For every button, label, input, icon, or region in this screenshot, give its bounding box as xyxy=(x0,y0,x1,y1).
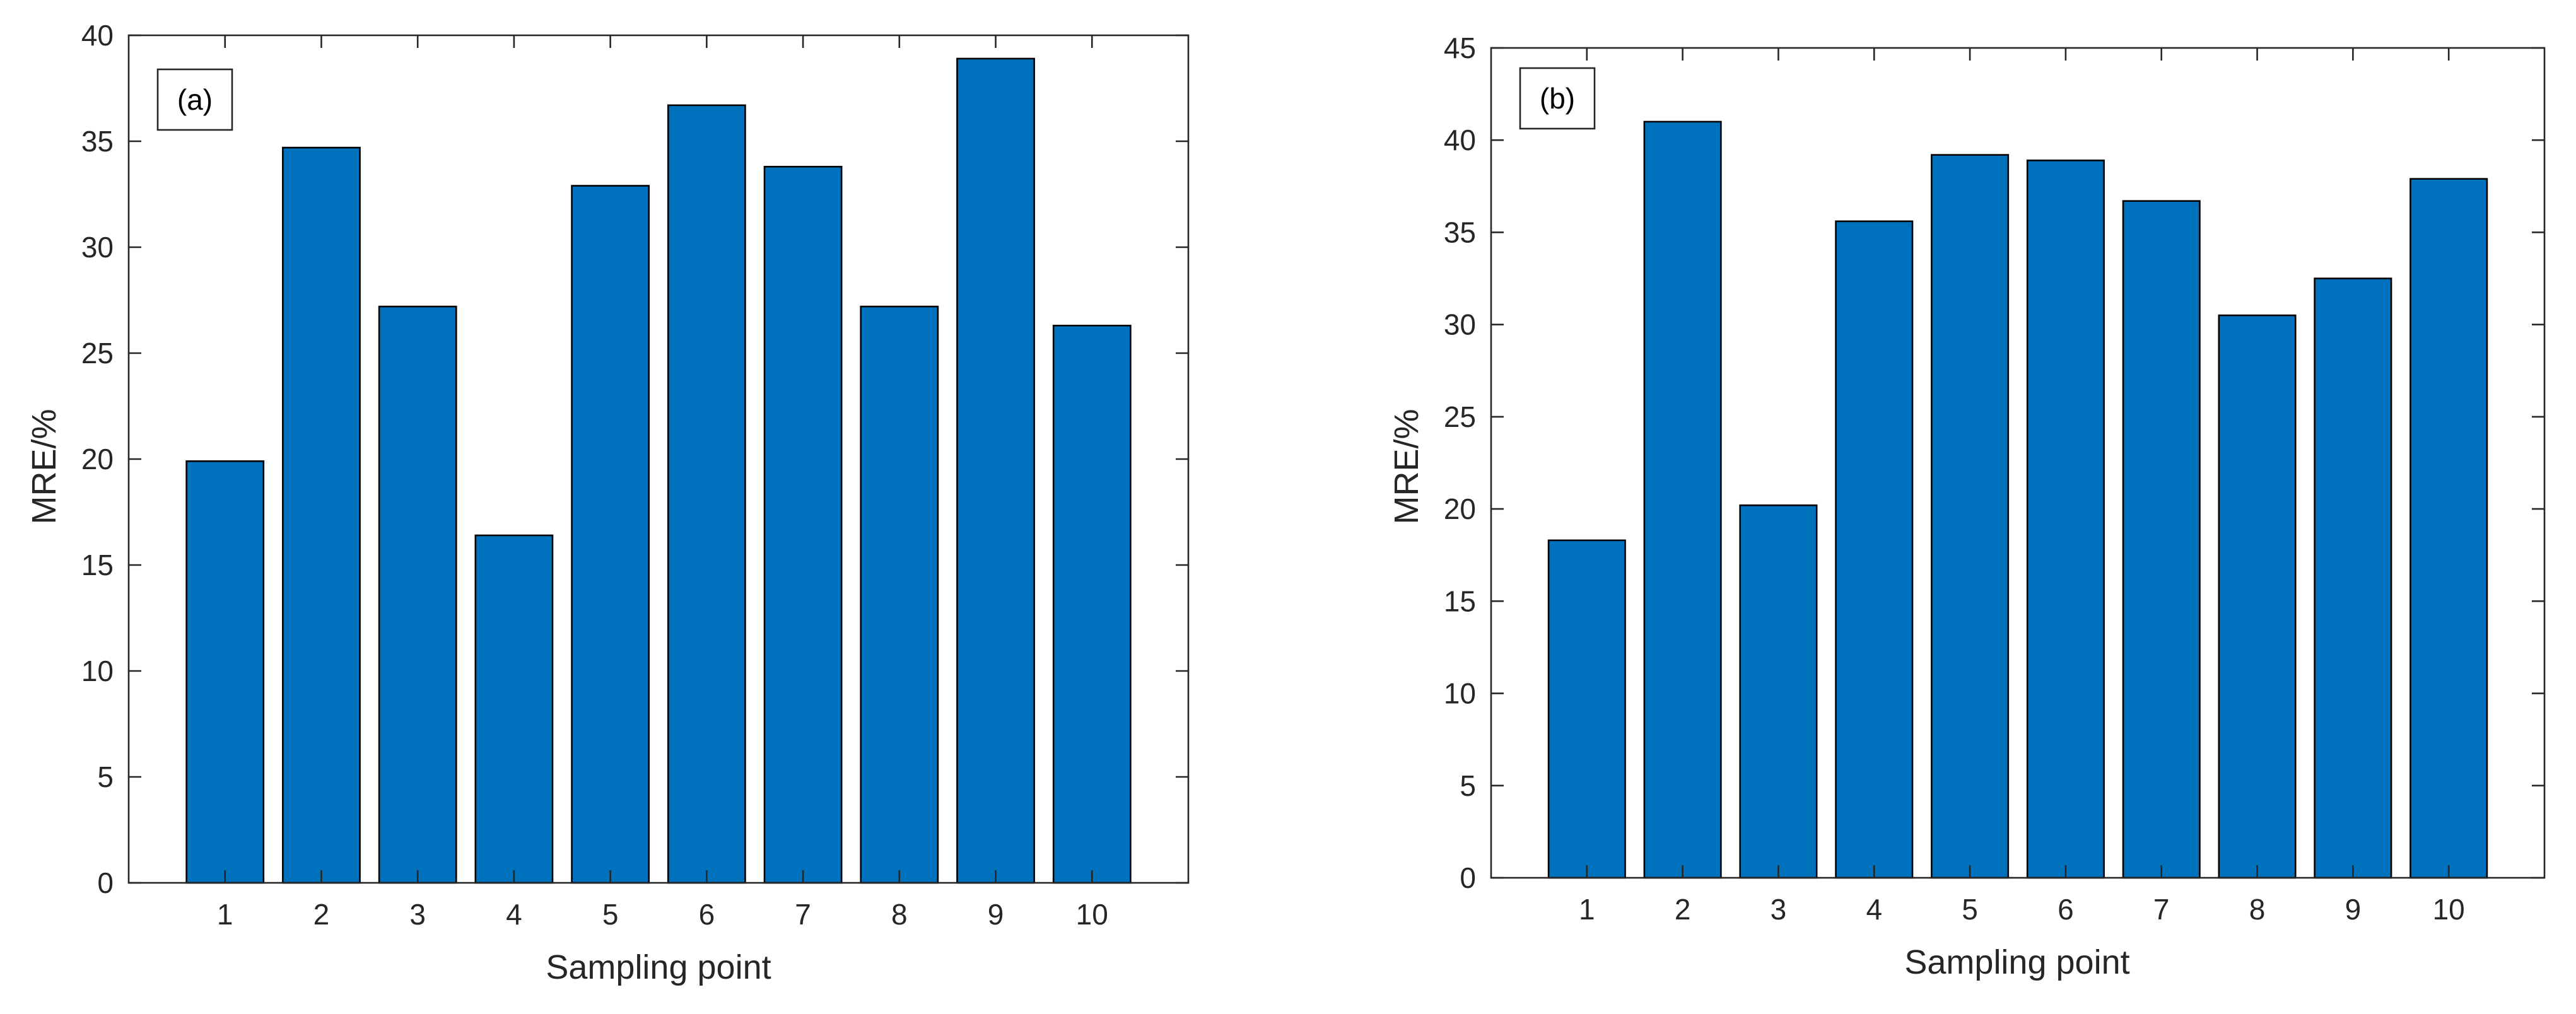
y-tick-label-a-30: 30 xyxy=(81,231,114,264)
bar-b-5 xyxy=(1931,154,2010,879)
bar-b-1 xyxy=(1547,539,1626,879)
y-tick-label-b-15: 15 xyxy=(1444,585,1476,617)
bar-b-6 xyxy=(2026,160,2105,879)
x-tick-label-a-9: 9 xyxy=(988,898,1004,931)
x-tick-label-b-10: 10 xyxy=(2433,893,2465,926)
panel-label-box-a xyxy=(156,68,233,131)
bar-a-10 xyxy=(1052,325,1132,884)
panel-label-box-b xyxy=(1519,67,1596,130)
bar-a-9 xyxy=(956,57,1035,884)
y-tick-label-a-20: 20 xyxy=(81,443,114,475)
bar-b-3 xyxy=(1739,504,1818,879)
y-tick-label-a-10: 10 xyxy=(81,655,114,687)
bar-b-9 xyxy=(2314,277,2392,879)
bar-a-2 xyxy=(282,146,361,884)
bar-a-8 xyxy=(860,305,939,884)
y-tick-label-b-10: 10 xyxy=(1444,677,1476,710)
x-tick-label-a-3: 3 xyxy=(409,898,426,931)
bar-b-7 xyxy=(2122,200,2201,879)
chart-panel-b: MRE/% Sampling point 0510152025303540451… xyxy=(1388,32,2546,981)
x-tick-label-b-4: 4 xyxy=(1866,893,1882,926)
x-tick-label-a-10: 10 xyxy=(1076,898,1108,931)
bar-a-5 xyxy=(571,185,650,884)
x-tick-label-b-3: 3 xyxy=(1771,893,1787,926)
y-tick-label-b-45: 45 xyxy=(1444,32,1476,64)
y-tick-label-a-5: 5 xyxy=(97,760,114,793)
bar-a-7 xyxy=(763,166,843,884)
y-axis-label-a: MRE/% xyxy=(25,409,63,524)
y-tick-label-b-0: 0 xyxy=(1460,861,1476,894)
x-tick-label-b-6: 6 xyxy=(2058,893,2074,926)
x-tick-label-b-5: 5 xyxy=(1962,893,1978,926)
bar-b-8 xyxy=(2218,314,2297,879)
x-axis-label-a: Sampling point xyxy=(546,948,771,986)
x-tick-label-a-8: 8 xyxy=(891,898,908,931)
y-tick-label-b-40: 40 xyxy=(1444,124,1476,156)
x-tick-label-a-2: 2 xyxy=(313,898,330,931)
bar-a-4 xyxy=(474,534,554,884)
y-tick-label-b-5: 5 xyxy=(1460,769,1476,802)
panel-label-a: (a) xyxy=(177,83,213,116)
y-tick-label-a-35: 35 xyxy=(81,125,114,158)
x-tick-label-a-6: 6 xyxy=(699,898,715,931)
x-axis-label-b: Sampling point xyxy=(1904,943,2129,981)
y-tick-label-b-20: 20 xyxy=(1444,492,1476,525)
panel-label-b: (b) xyxy=(1540,82,1575,115)
x-tick-label-b-8: 8 xyxy=(2249,893,2266,926)
x-tick-label-b-9: 9 xyxy=(2345,893,2362,926)
bar-a-6 xyxy=(667,104,746,884)
y-tick-label-b-35: 35 xyxy=(1444,216,1476,248)
bar-a-1 xyxy=(185,460,265,884)
x-tick-label-a-5: 5 xyxy=(602,898,619,931)
x-tick-label-b-2: 2 xyxy=(1675,893,1691,926)
x-tick-label-a-4: 4 xyxy=(506,898,522,931)
y-tick-label-a-25: 25 xyxy=(81,337,114,370)
x-tick-label-b-7: 7 xyxy=(2153,893,2170,926)
bar-b-4 xyxy=(1835,220,1914,879)
y-tick-label-b-30: 30 xyxy=(1444,308,1476,341)
y-axis-label-b: MRE/% xyxy=(1388,409,1426,524)
x-tick-label-b-1: 1 xyxy=(1579,893,1595,926)
y-tick-label-a-0: 0 xyxy=(97,866,114,899)
y-tick-label-a-40: 40 xyxy=(81,19,114,52)
x-tick-label-a-7: 7 xyxy=(795,898,811,931)
x-tick-label-a-1: 1 xyxy=(217,898,233,931)
y-tick-label-a-15: 15 xyxy=(81,549,114,581)
bar-b-10 xyxy=(2409,178,2488,879)
plot-frame-b xyxy=(1490,47,2546,879)
y-tick-label-b-25: 25 xyxy=(1444,400,1476,433)
bar-a-3 xyxy=(378,305,457,884)
bar-b-2 xyxy=(1643,120,1722,879)
